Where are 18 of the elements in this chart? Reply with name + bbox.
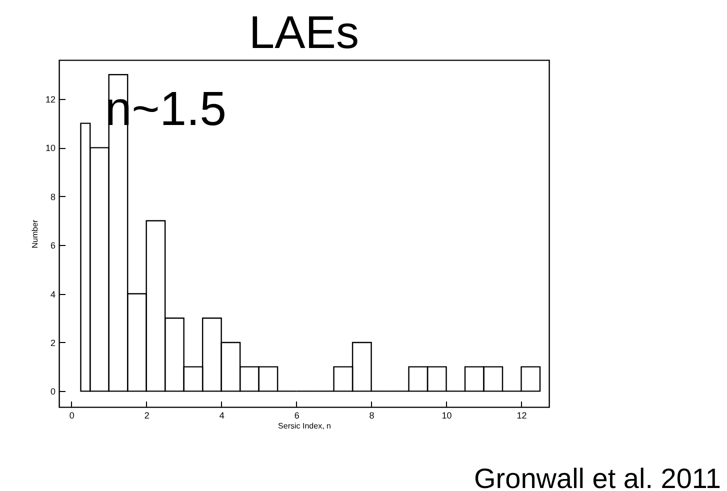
y-tick-label: 4 [50,289,56,300]
y-tick-label: 8 [50,192,56,202]
text: Gronwall et al. 2011 [474,463,721,491]
y-axis-title: Number [30,219,40,248]
y-tick-label: 0 [50,386,56,397]
x-axis-title: Sersic Index, n [278,422,331,430]
x-tick-label: 2 [144,410,150,420]
chart-title: LAEs [249,6,359,58]
y-tick-label: 10 [45,143,56,154]
x-tick-label: 0 [69,410,74,420]
x-tick-label: 4 [219,410,224,420]
x-tick-label: 8 [369,410,374,420]
x-tick-label: 10 [442,410,452,420]
y-tick-label: 6 [50,240,56,251]
y-tick-label: 12 [45,94,56,104]
x-tick-label: 6 [294,410,300,420]
x-tick-label: 12 [516,410,527,420]
y-tick-label: 2 [50,338,56,348]
